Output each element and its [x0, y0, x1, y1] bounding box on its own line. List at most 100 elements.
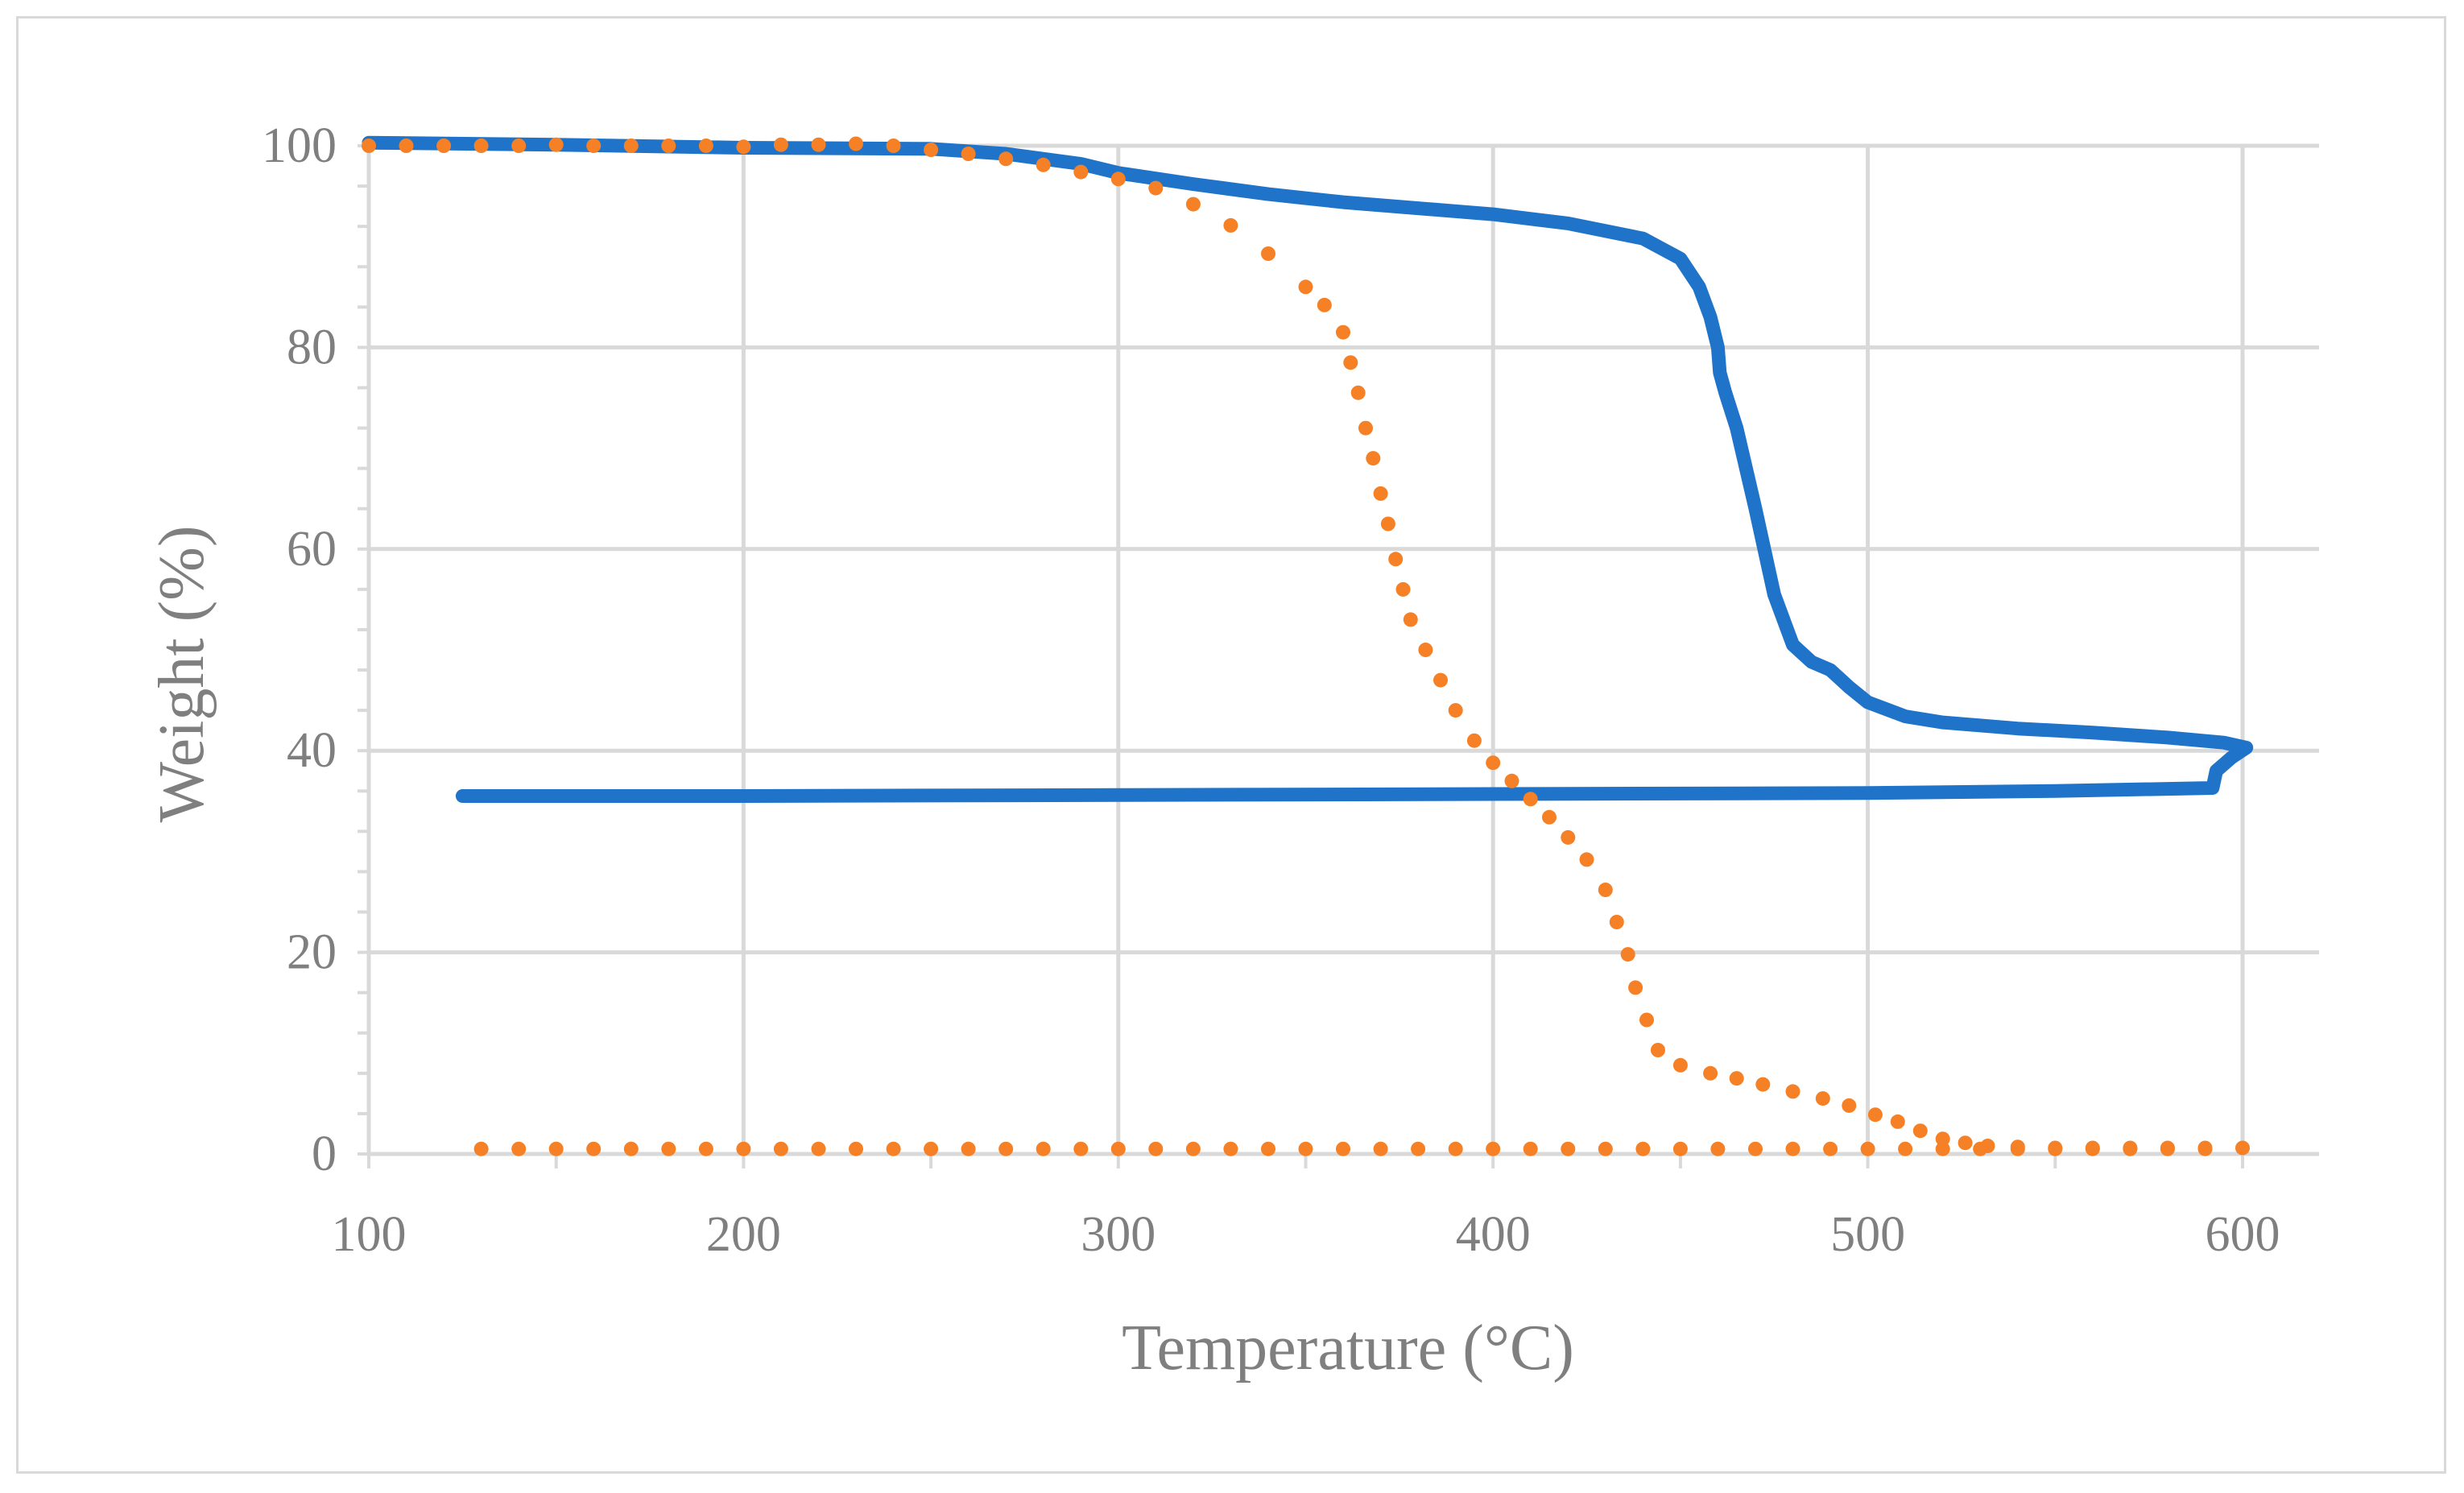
x-tick-label: 100	[332, 1207, 407, 1262]
series-2-point	[736, 1141, 751, 1156]
series-2-point	[661, 139, 676, 153]
series-2-point	[1651, 1043, 1665, 1057]
series-2-point	[623, 139, 639, 153]
series-2-point	[1785, 1141, 1800, 1156]
series-1-line	[362, 135, 2254, 803]
series-2-point	[961, 1141, 976, 1156]
series-2-point	[1523, 1141, 1538, 1156]
axis-layer	[358, 144, 2319, 1168]
series-2-point	[1403, 612, 1418, 627]
series-2-point	[2048, 1141, 2063, 1156]
series-2-point	[511, 1141, 527, 1156]
series-2-point	[1561, 1141, 1576, 1156]
y-axis-title: Weight (%)	[147, 526, 217, 823]
series-2-point	[886, 1141, 901, 1156]
series-2-point	[1598, 883, 1613, 897]
series-2-point	[1973, 1141, 1988, 1156]
series-2-point	[1073, 164, 1089, 180]
series-2-point	[586, 1141, 602, 1156]
series-2-point	[1815, 1091, 1830, 1106]
series-2-point	[1486, 755, 1501, 771]
series-2-point	[1860, 1141, 1875, 1156]
series-2-point	[473, 1141, 489, 1156]
series-2-point	[773, 1141, 788, 1156]
series-2-point	[1223, 217, 1238, 233]
series-2-point	[548, 1141, 564, 1156]
y-tick-label: 0	[312, 1127, 337, 1181]
series-2-point	[473, 139, 489, 153]
series-2-point	[1466, 733, 1482, 748]
series-2-point	[548, 137, 564, 152]
series-2-point	[773, 137, 788, 152]
series-2-point	[1073, 1141, 1089, 1156]
series-2-point	[1785, 1084, 1800, 1099]
series-2-point	[1729, 1071, 1744, 1086]
series-2-point	[1336, 325, 1350, 340]
series-2-point	[1418, 643, 1433, 657]
series-2-point	[1366, 451, 1381, 466]
series-2-point	[2235, 1140, 2250, 1156]
series-2-point	[1373, 1141, 1388, 1156]
series-2-point	[1350, 385, 1366, 400]
series-2-point	[1523, 792, 1538, 807]
series-2-point	[362, 139, 376, 153]
series-2-point	[849, 136, 863, 151]
series-2-point	[1958, 1135, 1973, 1151]
series-layer	[362, 135, 2254, 1156]
series-2-point	[1823, 1141, 1838, 1156]
series-2-point	[1898, 1141, 1913, 1156]
series-2-point	[1336, 1141, 1350, 1156]
series-2-point	[1620, 947, 1635, 962]
series-2-point	[1867, 1107, 1883, 1123]
series-2-point	[1561, 829, 1576, 845]
series-2-point	[1388, 552, 1404, 567]
x-tick-label: 500	[1830, 1207, 1905, 1262]
series-2-point	[1411, 1141, 1426, 1156]
series-2-point	[1639, 1012, 1654, 1028]
series-2-point	[1343, 355, 1358, 370]
series-2-point	[924, 1141, 939, 1156]
y-tick-label: 40	[287, 723, 337, 778]
series-2-point	[436, 139, 452, 153]
x-tick-label: 300	[1081, 1207, 1156, 1262]
series-2-point	[1148, 180, 1164, 196]
series-2-point	[1542, 809, 1557, 825]
series-2-point	[1486, 1141, 1501, 1156]
series-2-point	[1110, 172, 1126, 187]
series-2-point	[1110, 1141, 1126, 1156]
series-2-point	[1609, 915, 1624, 929]
series-2-point	[998, 1141, 1014, 1156]
series-2-point	[1185, 196, 1201, 212]
series-2-point	[2197, 1141, 2213, 1156]
series-2-point	[1628, 980, 1643, 995]
series-2-point	[1448, 1141, 1463, 1156]
series-2-point	[1672, 1141, 1688, 1156]
series-2-point	[1448, 703, 1463, 718]
series-2-point	[698, 139, 713, 153]
series-2-point	[1395, 581, 1411, 597]
series-2-point	[511, 139, 527, 153]
y-tick-label: 100	[262, 118, 337, 173]
label-layer: 0 20 40 60 80 100 100 200 300 400 500 600	[262, 118, 2280, 1262]
x-tick-label: 400	[1456, 1207, 1531, 1262]
series-2-point	[1261, 246, 1275, 261]
series-2-point	[1598, 1141, 1613, 1156]
series-2-point	[811, 1141, 826, 1156]
series-2-point	[1433, 672, 1448, 688]
series-2-point	[1935, 1141, 1950, 1156]
series-2-point	[1842, 1098, 1857, 1113]
series-2-point	[1748, 1141, 1763, 1156]
series-2-point	[2085, 1141, 2100, 1156]
series-2-point	[661, 1141, 676, 1156]
x-tick-label: 600	[2206, 1207, 2280, 1262]
series-2-point	[1185, 1141, 1201, 1156]
series-2-point	[961, 147, 976, 161]
y-tick-label: 80	[287, 320, 337, 374]
y-tick-label: 20	[287, 925, 337, 980]
series-2-point	[698, 1141, 713, 1156]
y-tick-label: 60	[287, 522, 337, 577]
series-2-point	[1036, 1141, 1051, 1156]
series-2-point	[623, 1141, 639, 1156]
series-2-point	[1504, 773, 1519, 788]
series-2-point	[2010, 1141, 2025, 1156]
